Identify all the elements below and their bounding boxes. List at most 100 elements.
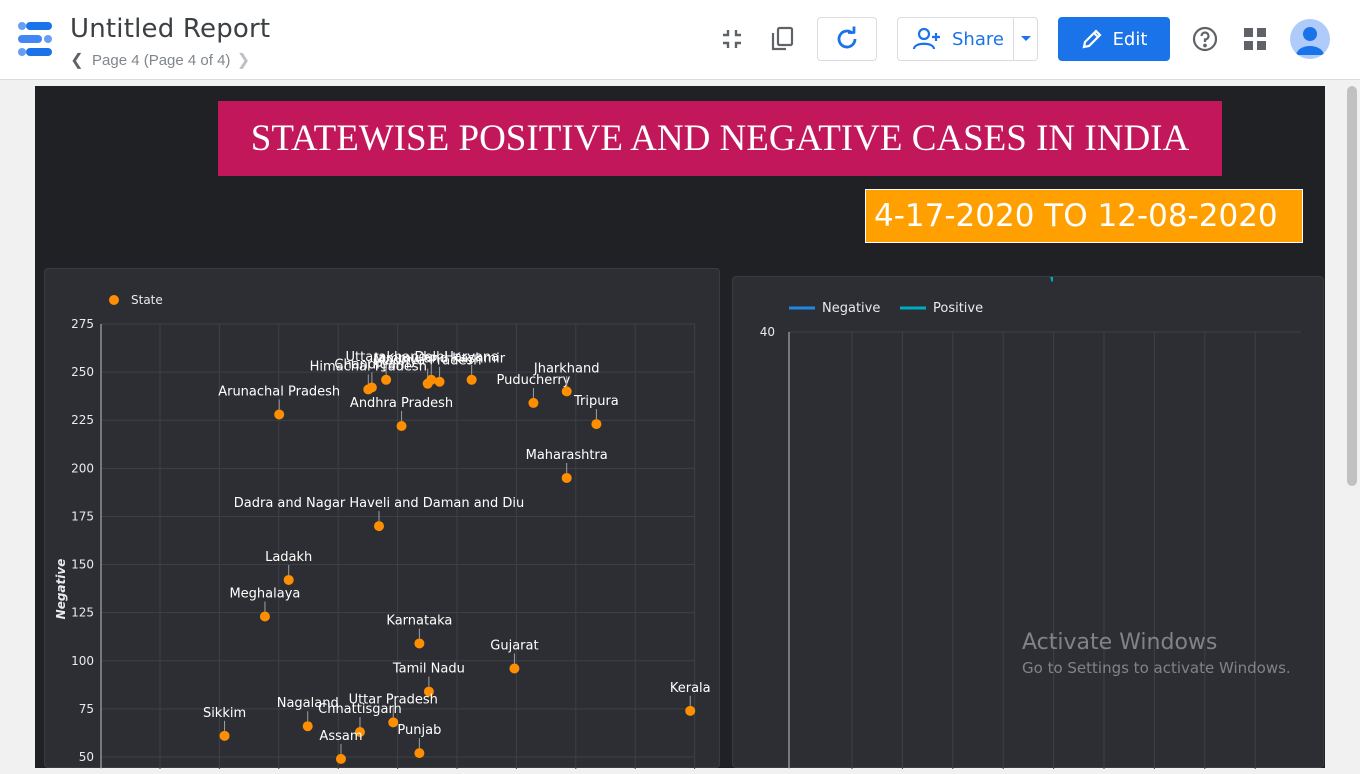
- person-add-icon: [912, 27, 940, 50]
- data-label: Sikkim: [203, 706, 246, 721]
- date-range-banner: 4-17-2020 TO 12-08-2020: [865, 189, 1303, 243]
- scatter-point: [561, 386, 572, 397]
- y-tick-label: 250: [71, 365, 94, 379]
- scatter-point: [414, 638, 425, 649]
- y-tick-label: 40: [760, 325, 775, 339]
- data-label: Assam: [319, 729, 362, 744]
- legend-label: State: [131, 293, 163, 307]
- apps-grid-icon: [1244, 28, 1266, 50]
- dropdown-arrow-icon: [1020, 36, 1031, 41]
- page-indicator[interactable]: Page 4 (Page 4 of 4): [92, 51, 231, 69]
- refresh-data-button[interactable]: [817, 17, 877, 61]
- data-label: Tripura: [573, 394, 619, 409]
- report-title-banner: STATEWISE POSITIVE AND NEGATIVE CASES IN…: [218, 101, 1222, 176]
- scatter-point: [381, 374, 392, 385]
- avatar-icon: [1296, 27, 1324, 55]
- y-tick-label: 100: [71, 654, 94, 668]
- scatter-point: [219, 730, 230, 741]
- account-avatar[interactable]: [1290, 19, 1330, 59]
- share-dropdown-button[interactable]: [1014, 18, 1037, 60]
- scatter-chart-panel[interactable]: State 50 75 100 125 150 175 200 225 250 275 Negativ…: [44, 268, 721, 769]
- legend-label: Negative: [822, 301, 880, 316]
- line-chart[interactable]: NegativePositive10152025303540: [733, 0, 1325, 769]
- data-label: Meghalaya: [229, 587, 300, 602]
- scatter-point: [414, 748, 425, 759]
- scatter-point: [426, 374, 437, 385]
- scatter-point: [509, 663, 520, 674]
- edit-button[interactable]: Edit: [1058, 17, 1170, 61]
- scatter-point: [274, 409, 285, 420]
- data-label: Andhra Pradesh: [350, 396, 453, 411]
- scatter-point: [396, 420, 407, 431]
- data-label: Kerala: [670, 681, 711, 696]
- scatter-point: [591, 419, 602, 430]
- collapse-header-button[interactable]: [716, 22, 748, 56]
- scatter-point: [561, 472, 572, 483]
- collapse-icon: [723, 30, 741, 48]
- help-icon: [1192, 26, 1218, 52]
- y-tick-label: 225: [71, 413, 94, 427]
- data-label: Punjab: [397, 723, 441, 738]
- scatter-point: [259, 611, 270, 622]
- y-tick-label: 75: [79, 702, 94, 716]
- scatter-point: [423, 686, 434, 697]
- y-tick-label: 50: [79, 750, 94, 764]
- report-title-text: STATEWISE POSITIVE AND NEGATIVE CASES IN…: [250, 118, 1190, 159]
- google-data-studio-logo[interactable]: [16, 20, 56, 58]
- y-tick-label: 125: [71, 606, 94, 620]
- scatter-point: [335, 753, 346, 764]
- scatter-point: [302, 721, 313, 732]
- scatter-point: [388, 717, 399, 728]
- line-chart-panel[interactable]: NegativePositive10152025303540: [732, 0, 1325, 769]
- chevron-right-icon[interactable]: ❯: [236, 52, 251, 69]
- data-label: Uttar Pradesh: [349, 692, 438, 707]
- help-button[interactable]: [1188, 22, 1222, 56]
- data-label: Chhattisgarh: [318, 702, 402, 717]
- top-app-bar: Untitled Report ❮ Page 4 (Page 4 of 4) ❯…: [0, 0, 1360, 80]
- scatter-point: [434, 376, 445, 387]
- data-label: Himachal Pradesh: [310, 359, 427, 374]
- share-label: Share: [952, 28, 1004, 50]
- y-tick-label: 275: [71, 317, 94, 331]
- make-copy-button[interactable]: [766, 22, 798, 56]
- scatter-point: [528, 397, 539, 408]
- refresh-icon: [837, 26, 857, 49]
- scatter-point: [354, 726, 365, 737]
- y-axis-label: Negative: [54, 559, 68, 620]
- data-label: Delhi: [415, 350, 448, 365]
- data-label: Madhya Pradesh: [374, 354, 482, 369]
- scatter-point: [685, 705, 696, 716]
- data-label: Maharashtra: [526, 448, 608, 463]
- data-label: Dadra and Nagar Haveli and Daman and Diu: [234, 496, 524, 511]
- data-label: Uttarakhand: [346, 350, 427, 365]
- date-range-text: 4-17-2020 TO 12-08-2020: [874, 198, 1278, 234]
- legend-marker: [109, 295, 119, 305]
- vertical-scrollbar[interactable]: [1347, 86, 1357, 486]
- pencil-icon: [1082, 29, 1102, 49]
- data-label: Haryana: [444, 350, 499, 365]
- data-label: Arunachal Pradesh: [218, 384, 340, 399]
- edit-label: Edit: [1112, 28, 1148, 50]
- share-main-button[interactable]: Share: [898, 18, 1014, 60]
- data-label: Puducherry: [496, 373, 570, 388]
- data-label: Gujarat: [490, 638, 538, 653]
- page-navigator: ❮ Page 4 (Page 4 of 4) ❯: [70, 50, 250, 70]
- apps-button[interactable]: [1240, 24, 1270, 54]
- data-label: Jammu and Kashmir: [373, 352, 506, 367]
- report-title[interactable]: Untitled Report: [70, 14, 271, 44]
- scatter-point: [366, 382, 377, 393]
- scatter-point: [283, 574, 294, 585]
- scatter-point: [373, 521, 384, 532]
- legend-label: Positive: [933, 301, 983, 316]
- scatter-chart[interactable]: State 50 75 100 125 150 175 200 225 250 275 Negativ…: [45, 269, 721, 769]
- data-label: Chandigarh: [334, 358, 409, 373]
- scatter-point: [466, 374, 477, 385]
- data-label: Nagaland: [277, 696, 339, 711]
- data-label: Karnataka: [386, 613, 452, 628]
- data-label: Jharkhand: [533, 361, 600, 376]
- share-button[interactable]: Share: [897, 17, 1038, 61]
- y-tick-label: 200: [71, 461, 94, 475]
- y-tick-label: 150: [71, 558, 94, 572]
- chevron-left-icon[interactable]: ❮: [70, 52, 84, 69]
- y-tick-label: 175: [71, 509, 94, 523]
